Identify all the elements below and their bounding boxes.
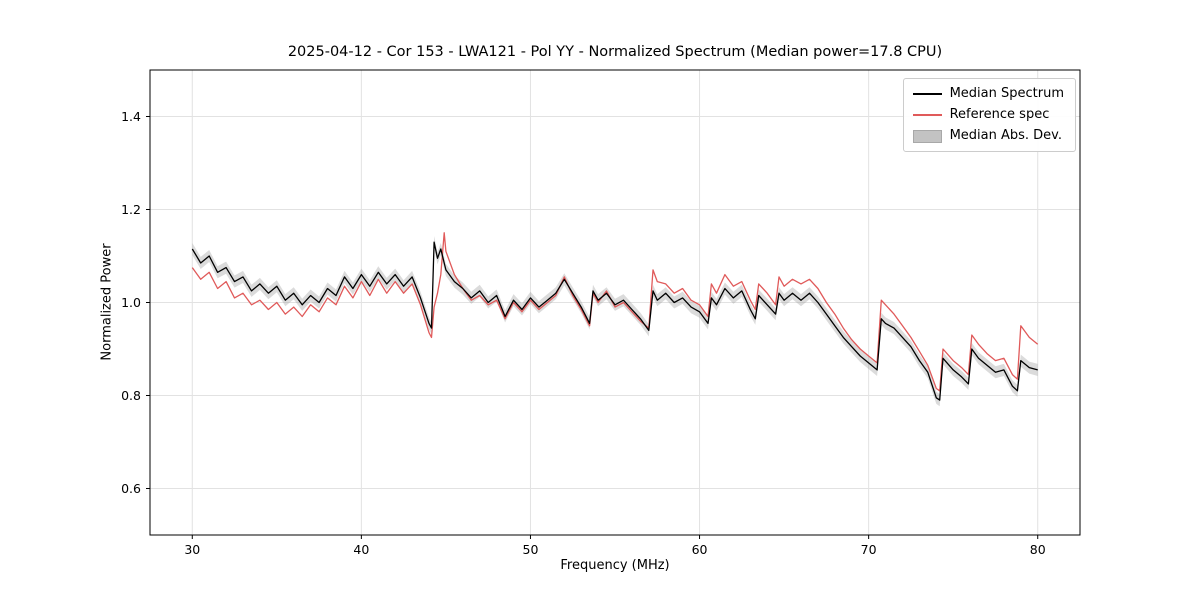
median-spectrum-line-swatch <box>912 93 942 95</box>
reference-spec-line <box>191 232 1039 392</box>
legend-label-reference-spec: Reference spec <box>949 107 1050 122</box>
x-tick-label: 30 <box>184 542 200 557</box>
x-tick-label: 60 <box>692 542 708 557</box>
y-axis-label: Normalized Power <box>99 243 115 361</box>
y-tick-label: 0.6 <box>121 481 141 496</box>
legend-item-median-spectrum: Median Spectrum <box>912 86 1064 102</box>
reference-spec-line-swatch <box>912 114 942 116</box>
mad-band-patch-swatch <box>912 129 942 143</box>
y-tick-label: 1.2 <box>121 202 141 217</box>
y-tick-label: 1.4 <box>121 109 141 124</box>
median-spectrum-line <box>191 241 1038 401</box>
x-tick-label: 40 <box>353 542 369 557</box>
x-axis-label: Frequency (MHz) <box>560 558 670 573</box>
x-tick-label: 80 <box>1030 542 1046 557</box>
y-tick-label: 0.8 <box>121 388 141 403</box>
legend: Median Spectrum Reference spec Median Ab… <box>902 78 1076 152</box>
y-tick-label: 1.0 <box>121 295 141 310</box>
x-tick-label: 50 <box>523 542 539 557</box>
legend-label-median-spectrum: Median Spectrum <box>949 86 1064 101</box>
x-tick-label: 70 <box>861 542 877 557</box>
legend-label-mad: Median Abs. Dev. <box>949 128 1063 143</box>
chart-title: 2025-04-12 - Cor 153 - LWA121 - Pol YY -… <box>287 44 943 60</box>
legend-item-reference-spec: Reference spec <box>912 107 1064 123</box>
mad-band <box>192 236 1038 407</box>
legend-item-mad: Median Abs. Dev. <box>912 128 1064 144</box>
